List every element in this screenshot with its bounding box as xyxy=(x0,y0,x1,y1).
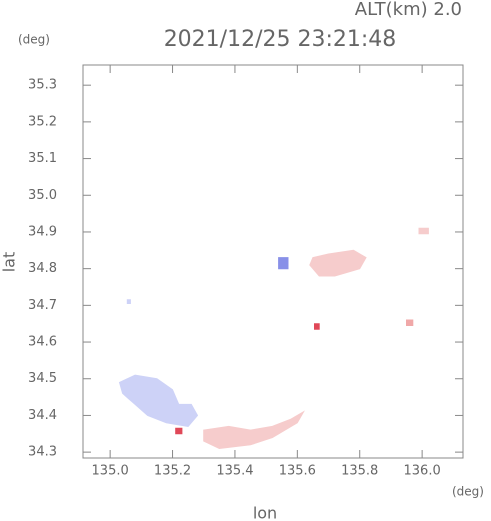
echo-region xyxy=(118,374,199,427)
echo-region xyxy=(314,323,320,330)
x-unit: (deg) xyxy=(452,485,484,499)
y-tick-label: 34.6 xyxy=(28,335,57,350)
y-tick-label: 34.3 xyxy=(28,445,57,460)
echo-region xyxy=(175,427,183,435)
y-tick-label: 34.5 xyxy=(28,371,57,386)
echo-region xyxy=(203,410,305,450)
y-tick-label: 34.8 xyxy=(28,261,57,276)
echo-region xyxy=(309,249,367,277)
echo-region xyxy=(278,257,289,270)
chart-title: 2021/12/25 23:21:48 xyxy=(164,27,397,52)
y-tick-label: 35.0 xyxy=(28,188,57,203)
y-tick-label: 34.4 xyxy=(28,408,57,423)
y-tick-label: 35.2 xyxy=(28,114,57,129)
chart-subtitle: ALT(km) 2.0 xyxy=(355,0,462,20)
x-tick-label: 135.0 xyxy=(92,464,129,479)
echo-region xyxy=(406,319,414,326)
y-tick-label: 34.7 xyxy=(28,298,57,313)
y-unit: (deg) xyxy=(18,33,50,47)
plot-frame xyxy=(82,64,464,459)
echo-region xyxy=(126,299,131,304)
y-tick-label: 34.9 xyxy=(28,224,57,239)
y-tick-label: 35.1 xyxy=(28,151,57,166)
x-tick-label: 135.4 xyxy=(216,464,253,479)
x-tick-label: 135.8 xyxy=(341,464,378,479)
echo-region xyxy=(418,227,429,235)
y-axis-label: lat xyxy=(0,252,19,273)
x-tick-label: 136.0 xyxy=(404,464,441,479)
x-tick-label: 135.2 xyxy=(154,464,191,479)
y-tick-label: 35.3 xyxy=(28,78,57,93)
x-tick-label: 135.6 xyxy=(279,464,316,479)
x-axis-label: lon xyxy=(253,504,277,521)
